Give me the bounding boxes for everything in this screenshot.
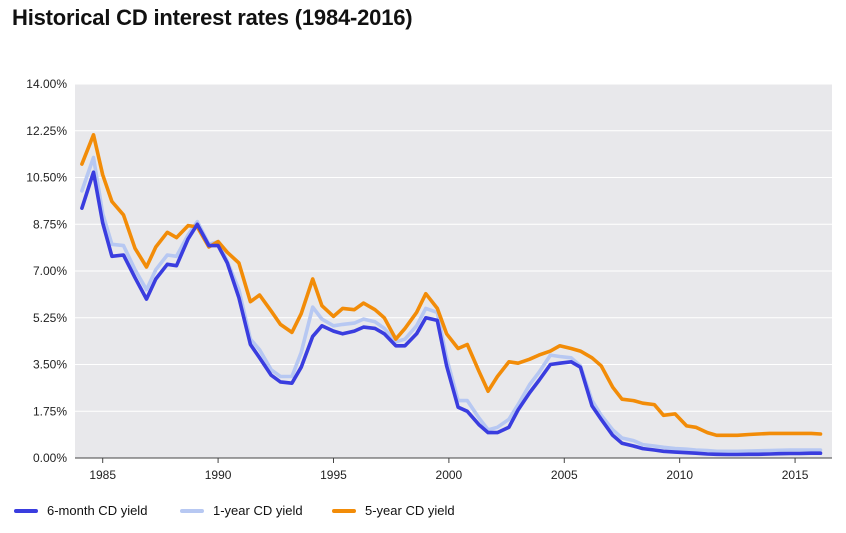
legend-label-5-year: 5-year CD yield (365, 503, 455, 518)
y-tick-label: 3.50% (33, 358, 67, 372)
series-layer (80, 133, 823, 457)
chart-title: Historical CD interest rates (1984-2016) (12, 5, 413, 30)
x-tick-label: 1985 (89, 468, 116, 482)
y-tick-label: 0.00% (33, 451, 67, 465)
y-tick-label: 10.50% (26, 171, 67, 185)
gridlines (75, 83, 832, 412)
series-line-6-month (80, 170, 823, 457)
x-tick-label: 1995 (320, 468, 347, 482)
legend-item-6-month[interactable]: 6-month CD yield (14, 503, 180, 518)
y-tick-label: 12.25% (26, 124, 67, 138)
x-axis-ticks: 1985 1990 1995 2000 2005 2010 2015 (89, 458, 809, 482)
x-tick-label: 2015 (782, 468, 809, 482)
legend-label-1-year: 1-year CD yield (213, 503, 303, 518)
y-tick-label: 8.75% (33, 217, 67, 231)
legend: 6-month CD yield 1-year CD yield 5-year … (14, 503, 455, 518)
y-tick-label: 5.25% (33, 311, 67, 325)
legend-item-1-year[interactable]: 1-year CD yield (180, 503, 332, 518)
legend-swatch-1-year (180, 508, 204, 513)
x-tick-label: 1990 (205, 468, 232, 482)
x-tick-label: 2000 (436, 468, 463, 482)
legend-swatch-6-month (14, 508, 38, 513)
legend-swatch-5-year (332, 508, 356, 513)
x-tick-label: 2005 (551, 468, 578, 482)
legend-item-5-year[interactable]: 5-year CD yield (332, 503, 455, 518)
y-tick-label: 14.00% (26, 77, 67, 91)
y-axis-ticks: 0.00% 1.75% 3.50% 5.25% 7.00% 8.75% 10.50% 12.2… (26, 77, 67, 465)
legend-label-6-month: 6-month CD yield (47, 503, 148, 518)
y-tick-label: 7.00% (33, 264, 67, 278)
y-tick-label: 1.75% (33, 404, 67, 418)
x-tick-label: 2010 (666, 468, 693, 482)
